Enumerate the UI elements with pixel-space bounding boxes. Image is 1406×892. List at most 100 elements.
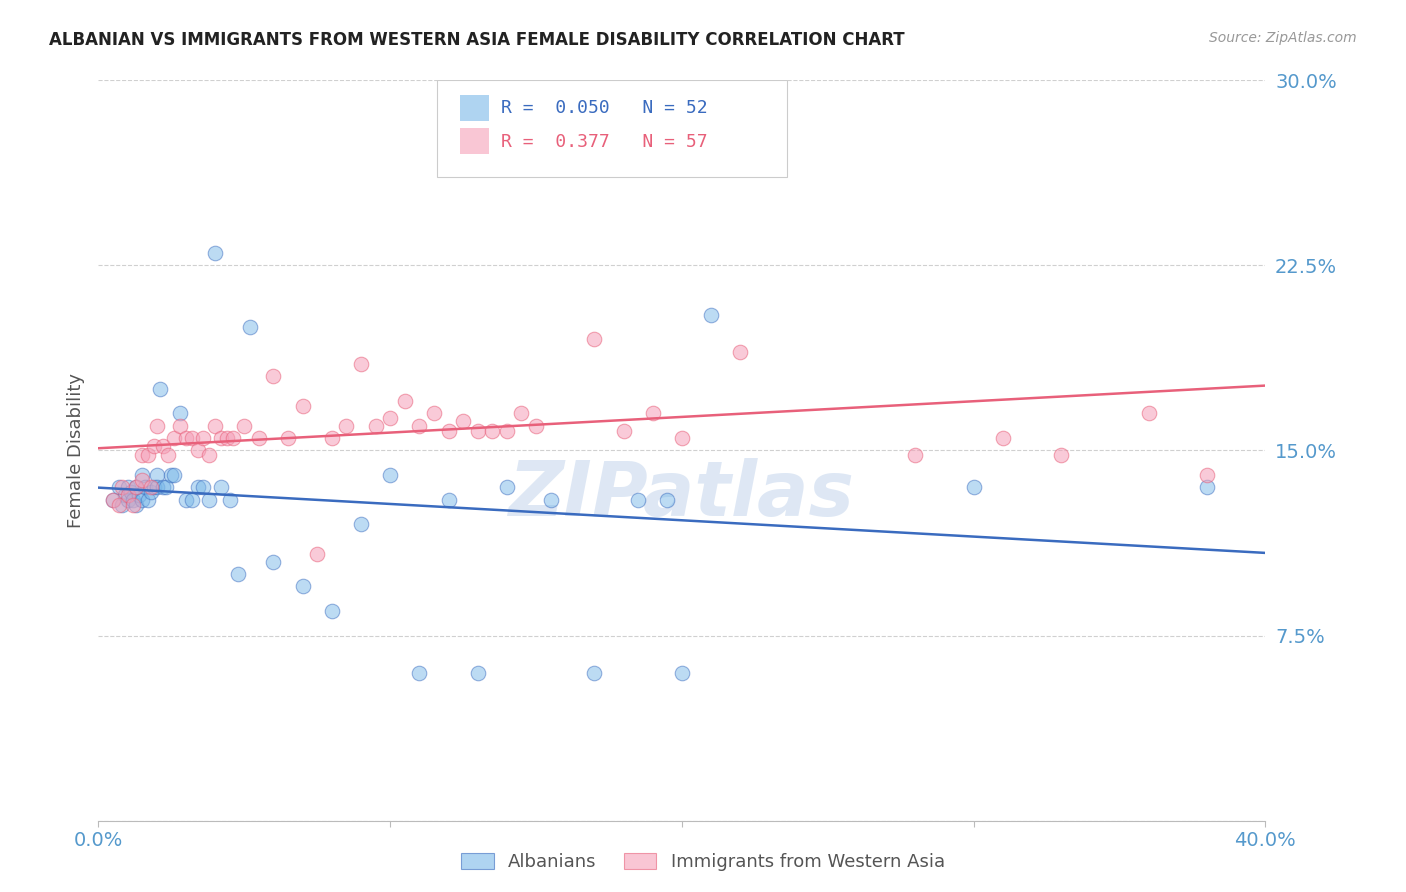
Point: [510, 407, 533, 421]
Point: [187, 443, 209, 458]
Point: [350, 357, 373, 371]
Point: [583, 665, 606, 680]
Point: [262, 555, 284, 569]
Point: [380, 411, 402, 425]
Point: [554, 86, 576, 100]
Point: [641, 407, 664, 421]
Point: [215, 431, 238, 445]
Point: [180, 492, 202, 507]
Point: [101, 492, 124, 507]
Point: [437, 424, 460, 438]
Point: [209, 431, 232, 445]
Point: [160, 468, 183, 483]
Point: [496, 424, 519, 438]
Point: [155, 480, 177, 494]
Point: [730, 344, 752, 359]
Text: Source: ZipAtlas.com: Source: ZipAtlas.com: [1209, 31, 1357, 45]
Point: [122, 492, 145, 507]
Bar: [460, 95, 489, 121]
Point: [169, 407, 191, 421]
Point: [408, 665, 430, 680]
Point: [1050, 449, 1073, 463]
Point: [120, 485, 142, 500]
Point: [163, 431, 186, 445]
Point: [193, 431, 215, 445]
Y-axis label: Female Disability: Female Disability: [66, 373, 84, 528]
Point: [111, 498, 134, 512]
Point: [209, 480, 232, 494]
Point: [108, 480, 131, 494]
Point: [204, 246, 226, 260]
Point: [198, 449, 221, 463]
Point: [1195, 480, 1218, 494]
Point: [131, 492, 153, 507]
Point: [671, 431, 693, 445]
Point: [139, 480, 162, 494]
Point: [125, 480, 148, 494]
Point: [481, 424, 503, 438]
Point: [122, 498, 145, 512]
Point: [187, 480, 209, 494]
Point: [134, 480, 156, 494]
Point: [174, 492, 197, 507]
Point: [262, 369, 284, 384]
Point: [350, 517, 373, 532]
Point: [291, 399, 314, 413]
Point: [627, 492, 650, 507]
Text: R =  0.377   N = 57: R = 0.377 N = 57: [501, 133, 707, 151]
Point: [467, 665, 489, 680]
Point: [991, 431, 1014, 445]
Point: [228, 566, 250, 581]
Point: [101, 492, 124, 507]
Point: [169, 418, 191, 433]
Point: [146, 480, 169, 494]
Point: [111, 480, 134, 494]
Point: [612, 424, 634, 438]
Point: [193, 480, 215, 494]
Point: [277, 431, 299, 445]
Point: [321, 604, 343, 618]
Point: [146, 418, 169, 433]
Point: [321, 431, 343, 445]
Point: [233, 418, 256, 433]
Point: [394, 394, 416, 409]
Point: [128, 488, 150, 502]
Point: [149, 382, 172, 396]
Point: [540, 492, 562, 507]
Point: [174, 431, 197, 445]
Point: [117, 488, 139, 502]
Point: [125, 480, 148, 494]
Point: [700, 308, 723, 322]
Point: [114, 488, 136, 502]
Point: [142, 438, 165, 452]
Point: [131, 473, 153, 487]
Point: [221, 431, 243, 445]
Point: [1137, 407, 1160, 421]
Point: [108, 498, 131, 512]
Point: [451, 414, 474, 428]
Point: [1195, 468, 1218, 483]
Point: [904, 449, 927, 463]
Point: [380, 468, 402, 483]
Point: [131, 468, 153, 483]
Point: [142, 480, 165, 494]
Point: [437, 492, 460, 507]
Point: [218, 492, 240, 507]
Point: [136, 449, 159, 463]
Point: [657, 492, 679, 507]
Point: [467, 424, 489, 438]
Point: [163, 468, 186, 483]
Point: [131, 449, 153, 463]
Point: [204, 418, 226, 433]
Point: [307, 547, 329, 561]
Point: [117, 480, 139, 494]
Point: [157, 449, 180, 463]
FancyBboxPatch shape: [437, 80, 787, 177]
Point: [198, 492, 221, 507]
Text: R =  0.050   N = 52: R = 0.050 N = 52: [501, 99, 707, 118]
Point: [962, 480, 984, 494]
Text: ZIPatlas: ZIPatlas: [509, 458, 855, 532]
Point: [117, 492, 139, 507]
Point: [180, 431, 202, 445]
Point: [239, 320, 262, 334]
